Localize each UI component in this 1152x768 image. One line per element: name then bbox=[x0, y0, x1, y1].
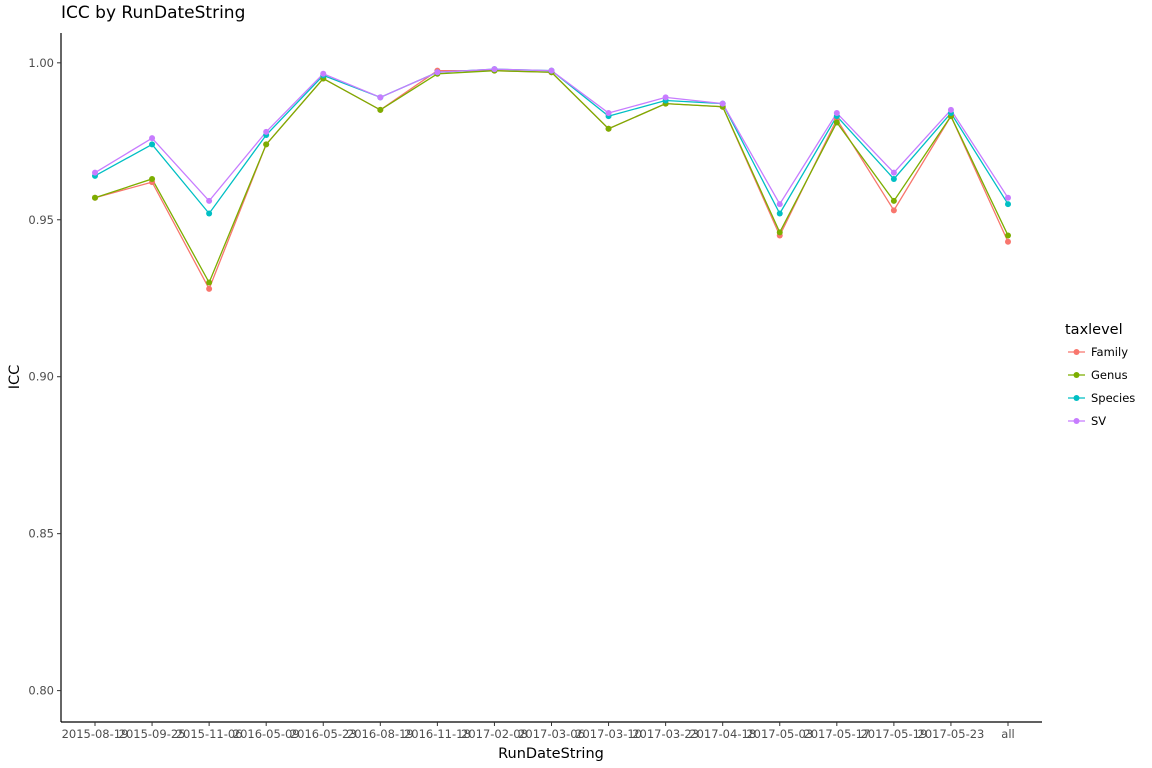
data-point-sv bbox=[548, 67, 555, 74]
legend-key-point-genus bbox=[1073, 372, 1080, 378]
data-point-sv bbox=[263, 128, 270, 135]
data-point-sv bbox=[1005, 194, 1011, 201]
y-tick-label: 0.90 bbox=[28, 370, 54, 384]
data-point-sv bbox=[662, 94, 669, 101]
legend-key-point-family bbox=[1073, 349, 1080, 355]
data-point-sv bbox=[320, 70, 327, 77]
data-point-family bbox=[1005, 238, 1011, 245]
data-point-genus bbox=[263, 141, 270, 148]
legend-label-genus: Genus bbox=[1091, 368, 1128, 382]
data-point-genus bbox=[776, 229, 783, 236]
x-tick-label: 2016-11-18 bbox=[404, 727, 471, 741]
data-point-sv bbox=[377, 94, 384, 101]
x-axis-title: RunDateString bbox=[498, 746, 604, 762]
data-point-genus bbox=[890, 197, 897, 204]
data-point-species bbox=[1005, 201, 1011, 208]
legend-label-family: Family bbox=[1091, 345, 1128, 359]
data-point-genus bbox=[833, 119, 840, 126]
data-point-sv bbox=[605, 110, 612, 117]
data-point-sv bbox=[149, 135, 156, 142]
series-lines bbox=[94, 68, 1009, 291]
data-point-sv bbox=[434, 69, 441, 76]
data-point-sv bbox=[491, 66, 498, 73]
series-line-species bbox=[94, 68, 1009, 215]
data-point-genus bbox=[377, 106, 384, 113]
data-point-species bbox=[890, 175, 897, 182]
x-tick-label: 2017-05-19 bbox=[860, 727, 927, 741]
series-points bbox=[92, 66, 1011, 292]
data-point-sv bbox=[776, 201, 783, 208]
data-point-species bbox=[149, 141, 156, 148]
legend-key-point-species bbox=[1073, 395, 1080, 401]
x-tick-label: 2017-03-10 bbox=[575, 727, 642, 741]
legend: taxlevel Family Genus Species SV bbox=[1065, 322, 1135, 428]
data-point-genus bbox=[1005, 232, 1011, 239]
x-tick-label: all bbox=[1001, 727, 1014, 741]
x-tick-label: 2015-09-25 bbox=[119, 727, 186, 741]
data-point-genus bbox=[206, 279, 213, 286]
data-point-family bbox=[890, 207, 897, 214]
data-point-species bbox=[776, 210, 783, 217]
series-line-sv bbox=[94, 68, 1009, 206]
series-line-genus bbox=[94, 70, 1009, 285]
chart-title: ICC by RunDateString bbox=[61, 3, 246, 23]
legend-key-point-sv bbox=[1073, 418, 1080, 424]
data-point-sv bbox=[719, 100, 726, 107]
data-point-species bbox=[206, 210, 213, 217]
legend-label-species: Species bbox=[1091, 391, 1135, 405]
data-point-sv bbox=[206, 197, 213, 204]
x-tick-label: 2017-05-17 bbox=[803, 727, 870, 741]
y-tick-label: 0.85 bbox=[28, 527, 54, 541]
data-point-sv bbox=[947, 106, 954, 113]
y-ticks: 0.80 0.85 0.90 0.95 1.00 bbox=[28, 56, 61, 698]
x-tick-label: 2015-11-06 bbox=[176, 727, 243, 741]
data-point-genus bbox=[92, 194, 98, 201]
y-axis-title: ICC bbox=[7, 365, 23, 390]
x-tick-label: 2015-08-19 bbox=[62, 727, 129, 741]
y-tick-label: 0.95 bbox=[28, 213, 54, 227]
x-tick-label: 2017-05-03 bbox=[746, 727, 813, 741]
x-tick-label: 2017-03-23 bbox=[632, 727, 699, 741]
x-tick-label: 2017-03-06 bbox=[518, 727, 585, 741]
x-ticks: 2015-08-192015-09-252015-11-062016-05-09… bbox=[62, 722, 1015, 741]
data-point-family bbox=[206, 285, 213, 292]
x-tick-label: 2016-05-09 bbox=[233, 727, 300, 741]
x-tick-label: 2017-04-18 bbox=[689, 727, 756, 741]
x-tick-label: 2016-05-23 bbox=[290, 727, 357, 741]
y-tick-label: 1.00 bbox=[28, 56, 54, 70]
series-line-family bbox=[94, 70, 1009, 291]
data-point-sv bbox=[833, 110, 840, 117]
axes bbox=[60, 33, 1042, 723]
data-point-sv bbox=[890, 169, 897, 176]
y-tick-label: 0.80 bbox=[28, 684, 54, 698]
legend-title: taxlevel bbox=[1065, 322, 1123, 338]
x-tick-label: 2017-05-23 bbox=[918, 727, 985, 741]
data-point-sv bbox=[92, 169, 98, 176]
legend-label-sv: SV bbox=[1091, 414, 1106, 428]
data-point-genus bbox=[605, 125, 612, 132]
x-tick-label: 2017-02-08 bbox=[461, 727, 528, 741]
data-point-genus bbox=[149, 175, 156, 182]
x-tick-label: 2016-08-19 bbox=[347, 727, 414, 741]
